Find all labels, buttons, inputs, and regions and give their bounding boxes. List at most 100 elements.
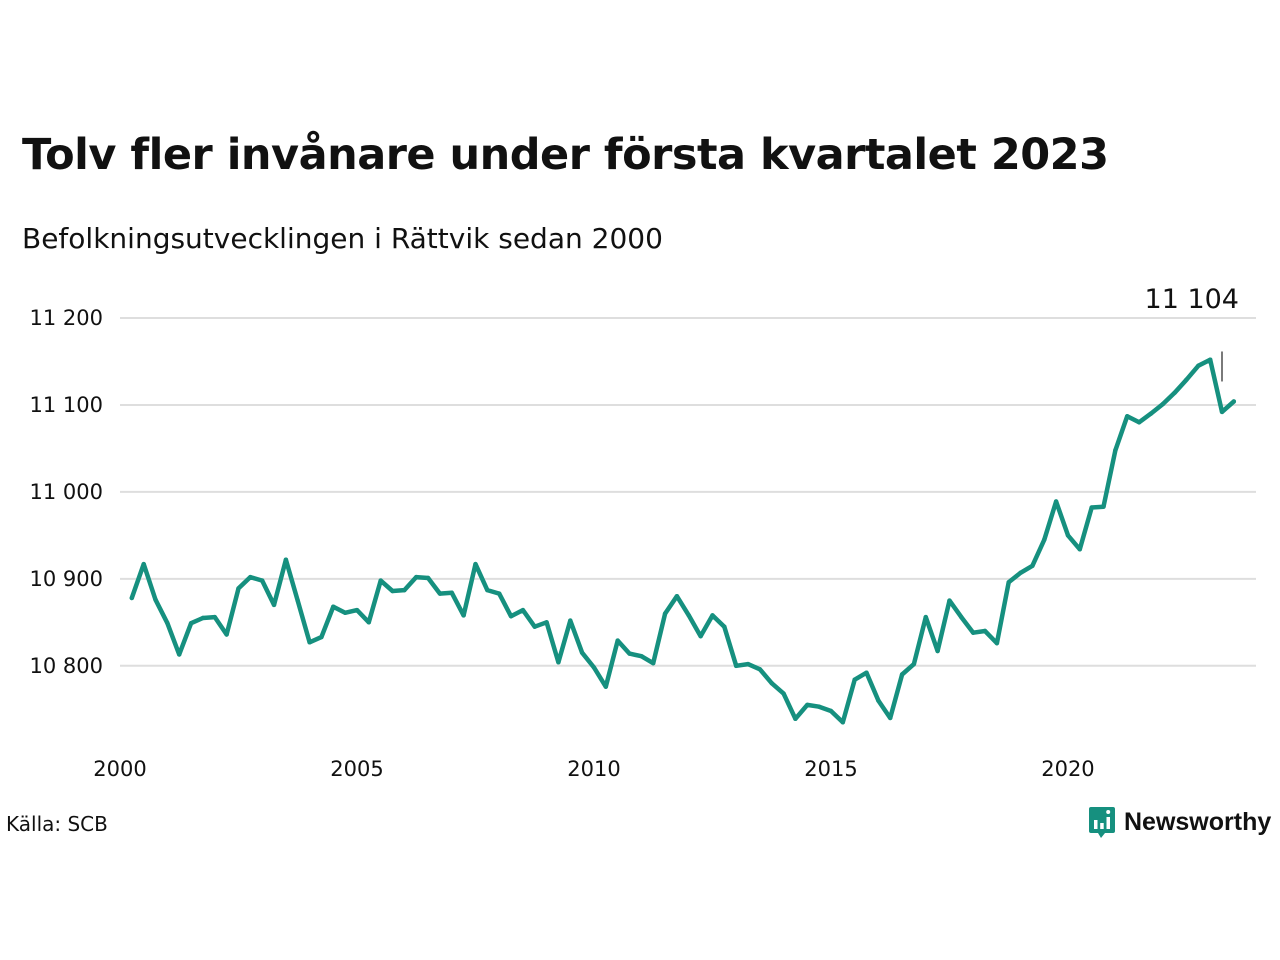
data-point [923,614,928,620]
data-point [449,590,454,595]
data-point [331,604,336,609]
data-point [1101,504,1106,509]
data-point [520,607,526,613]
data-point [307,640,312,645]
data-point [994,640,1000,646]
data-point [402,587,407,593]
data-point [177,652,182,657]
data-point [390,588,395,594]
data-point [899,672,905,677]
data-point [651,660,656,666]
data-point [212,614,217,620]
data-point [1113,447,1118,453]
data-point [935,648,940,654]
data-point [496,591,502,596]
data-point [378,578,383,583]
newsworthy-logo-icon [1089,807,1115,838]
data-point [1030,563,1035,568]
data-point [970,630,976,635]
series-layer [129,357,1237,725]
data-point [188,620,194,626]
x-axis-ticks: 2000 2005 2010 2015 2020 [93,757,1094,781]
data-point [864,670,869,675]
data-point [781,691,786,696]
y-tick-label: 11 000 [30,480,103,504]
data-point [366,620,372,625]
data-point [461,613,466,618]
data-point [1219,409,1225,415]
data-point [686,613,691,618]
data-point [259,578,265,583]
data-point [485,587,490,593]
data-point [876,698,881,703]
x-tick-label: 2010 [567,757,620,781]
data-point [793,716,798,722]
annotation: 11 104 [1145,284,1239,382]
data-point [1053,499,1059,504]
gridlines [120,317,1256,667]
source-note: Källa: SCB [6,812,108,836]
y-tick-label: 10 800 [30,654,103,678]
data-point [982,628,988,634]
data-point [283,557,289,562]
chart-subtitle: Befolkningsutvecklingen i Rättvik sedan … [22,222,663,255]
data-point [141,561,146,567]
data-point [627,651,632,656]
data-point [1089,505,1094,510]
data-point [319,634,324,640]
data-point [224,632,229,637]
data-point [271,602,277,608]
data-point [200,615,206,621]
data-point [947,598,952,603]
data-point [129,595,135,601]
data-point [532,624,537,629]
data-point [1196,363,1201,369]
data-point [508,614,514,619]
y-axis-ticks: 10 800 10 900 11 000 11 100 11 200 [30,306,103,678]
data-point [1077,547,1083,552]
y-tick-label: 11 200 [30,306,103,330]
data-point [425,575,431,581]
annotation-label: 11 104 [1145,284,1239,315]
data-point [248,574,253,580]
data-point [698,634,703,639]
y-tick-label: 11 100 [30,393,103,417]
data-point [1136,420,1142,425]
x-tick-label: 2015 [804,757,857,781]
data-point [1006,580,1011,585]
data-point [888,715,893,721]
data-point [816,704,822,709]
data-point [710,613,715,618]
data-point [236,586,241,591]
data-point [165,620,170,626]
data-point [1184,377,1189,382]
data-point [437,591,443,596]
data-point [840,720,846,725]
data-point [1231,399,1237,404]
data-point [556,660,561,665]
data-point [805,702,810,708]
data-point [745,661,751,667]
data-point [603,684,609,689]
data-point [414,574,419,580]
data-point [342,610,348,615]
data-point [828,708,834,714]
data-point [1160,401,1165,407]
data-point [733,663,739,668]
data-point [1148,411,1154,416]
data-point [295,598,300,603]
newsworthy-logo-text: Newsworthy [1124,807,1272,836]
data-point [1207,357,1213,362]
data-point [1065,533,1071,538]
data-point [1125,414,1130,419]
data-point [639,654,644,659]
data-point [473,561,478,567]
data-point [579,650,585,655]
data-point [662,611,668,616]
series-line [129,357,1237,725]
data-point [1018,570,1023,575]
y-tick-label: 10 900 [30,567,103,591]
data-point [852,677,857,682]
data-point [911,661,917,667]
